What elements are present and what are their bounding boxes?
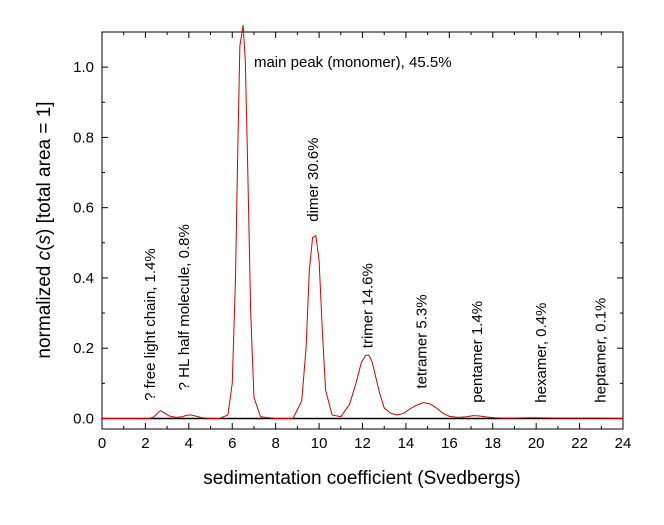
y-axis-title-prefix: normalized bbox=[34, 260, 55, 358]
y-tick-label: 0.8 bbox=[73, 129, 94, 146]
x-tick-label: 12 bbox=[354, 435, 371, 452]
peak-annotation: pentamer 1.4% bbox=[469, 301, 486, 403]
y-tick-label: 0.6 bbox=[73, 200, 94, 217]
peak-annotation: tetramer 5.3% bbox=[414, 294, 431, 388]
y-ticks: 0.0 0.2 0.4 0.6 0.8 1.0 bbox=[73, 31, 623, 427]
x-tick-label: 4 bbox=[185, 435, 193, 452]
y-tick-label: 0.4 bbox=[73, 270, 94, 287]
y-axis-title: normalized c(s) [total area = 1] bbox=[34, 101, 55, 358]
y-axis-title-paren: ( bbox=[34, 244, 55, 251]
x-tick-label: 18 bbox=[484, 435, 501, 452]
series-line-cs-distribution bbox=[102, 24, 624, 419]
peak-annotation: ? free light chain, 1.4% bbox=[142, 248, 159, 401]
peak-annotation: hexamer, 0.4% bbox=[533, 303, 550, 403]
peak-annotation: main peak (monomer), 45.5% bbox=[254, 54, 452, 71]
x-tick-label: 6 bbox=[228, 435, 236, 452]
peak-annotations: main peak (monomer), 45.5% dimer 30.6% tri… bbox=[142, 54, 609, 403]
peak-annotation: ? HL half molecule, 0.8% bbox=[176, 224, 193, 390]
x-tick-label: 24 bbox=[615, 435, 632, 452]
y-axis-title-s: s bbox=[34, 235, 55, 245]
x-tick-label: 8 bbox=[271, 435, 279, 452]
peak-annotation: trimer 14.6% bbox=[359, 263, 376, 348]
y-tick-label: 1.0 bbox=[73, 59, 94, 76]
peak-annotation: dimer 30.6% bbox=[305, 137, 322, 221]
x-tick-label: 2 bbox=[141, 435, 149, 452]
y-axis-title-suffix: ) [total area = 1] bbox=[34, 101, 55, 235]
x-ticks: 0 2 4 6 8 10 12 14 16 18 20 22 24 bbox=[98, 32, 632, 452]
x-tick-label: 16 bbox=[441, 435, 458, 452]
x-tick-label: 14 bbox=[398, 435, 415, 452]
x-tick-label: 22 bbox=[571, 435, 588, 452]
x-tick-label: 10 bbox=[311, 435, 328, 452]
x-axis-title: sedimentation coefficient (Svedbergs) bbox=[203, 468, 521, 489]
y-tick-label: 0.0 bbox=[73, 410, 94, 427]
y-tick-label: 0.2 bbox=[73, 340, 94, 357]
x-tick-label: 20 bbox=[528, 435, 545, 452]
y-axis-title-c: c bbox=[34, 250, 55, 260]
peak-annotation: heptamer, 0.1% bbox=[593, 298, 610, 403]
x-tick-label: 0 bbox=[98, 435, 106, 452]
